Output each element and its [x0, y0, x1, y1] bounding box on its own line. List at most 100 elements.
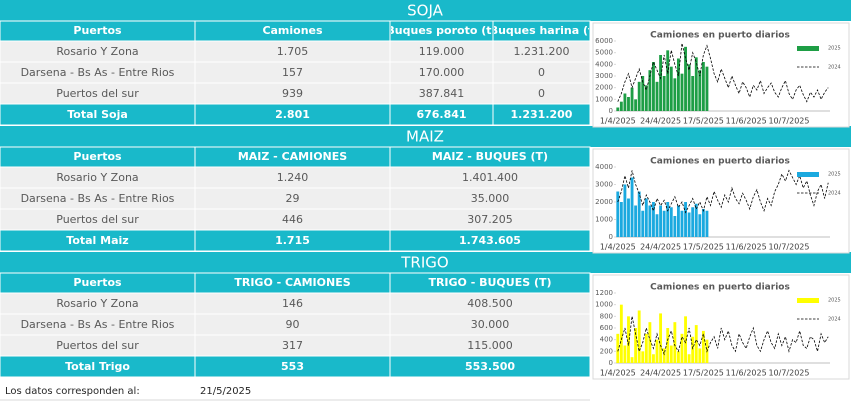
y-tick-label: 0: [609, 359, 613, 367]
section-bar: [0, 252, 851, 273]
y-tick-label: 400: [600, 336, 613, 344]
x-tick-label: 1/4/2025: [600, 369, 636, 378]
y-tick-label: 1000: [595, 301, 613, 309]
cell-text: 146: [282, 297, 303, 310]
bar: [627, 316, 630, 363]
bar: [641, 351, 645, 363]
bar: [634, 99, 638, 111]
footer-label: Los datos corresponden al:: [5, 386, 140, 397]
bar: [694, 325, 698, 363]
bar: [691, 336, 695, 363]
bar: [669, 207, 673, 237]
cell-text: 939: [282, 87, 303, 100]
cell-text: 1.231.200: [514, 45, 570, 58]
bar: [641, 210, 645, 237]
column-header: MAIZ - BUQUES (T): [432, 150, 548, 163]
total-text: 676.841: [416, 108, 466, 121]
bar: [669, 66, 673, 111]
x-tick-label: 11/6/2025: [726, 243, 767, 252]
bar: [623, 93, 627, 111]
bar: [705, 210, 709, 237]
column-header: Buques poroto (t): [386, 24, 496, 37]
bar: [659, 313, 663, 363]
bar: [662, 76, 666, 111]
bar: [648, 70, 652, 111]
total-text: 553: [281, 360, 304, 373]
bar: [687, 212, 691, 237]
bar: [623, 184, 627, 237]
bar: [623, 345, 627, 363]
bar: [627, 97, 630, 111]
y-tick-label: 2000: [595, 84, 613, 92]
bar: [680, 210, 684, 237]
x-tick-label: 10/7/2025: [768, 243, 809, 252]
cell-text: 157: [282, 66, 303, 79]
cell-text: 408.500: [467, 297, 513, 310]
bar: [684, 46, 687, 112]
legend-swatch: [797, 46, 819, 51]
total-text: 2.801: [275, 108, 310, 121]
bar: [684, 202, 687, 237]
bar: [630, 357, 634, 363]
column-header: Buques harina (t: [490, 24, 594, 37]
cell-text: Puertos del sur: [56, 87, 139, 100]
section-bar: [0, 0, 851, 21]
y-tick-label: 0: [609, 107, 613, 115]
bar: [676, 205, 680, 237]
cell-text: 1.401.400: [462, 171, 518, 184]
legend-label: 2024: [828, 317, 841, 323]
total-cell: [389, 355, 591, 378]
x-tick-label: 10/7/2025: [768, 117, 809, 126]
column-header: Puertos: [73, 276, 122, 289]
column-header: Puertos: [73, 150, 122, 163]
y-tick-label: 3000: [595, 72, 613, 80]
bar: [666, 202, 670, 237]
x-tick-label: 17/5/2025: [683, 117, 724, 126]
total-text: 1.715: [275, 234, 310, 247]
bar: [691, 207, 695, 237]
total-cell: [492, 103, 591, 126]
x-tick-label: 1/4/2025: [600, 117, 636, 126]
x-tick-label: 24/4/2025: [640, 369, 681, 378]
column-header: Camiones: [262, 24, 323, 37]
bar: [680, 73, 684, 111]
bar: [616, 107, 620, 111]
column-header: Puertos: [73, 24, 122, 37]
x-tick-label: 1/4/2025: [600, 243, 636, 252]
bar: [662, 348, 666, 363]
bar: [694, 203, 698, 237]
cell-text: 307.205: [467, 213, 513, 226]
y-tick-label: 4000: [595, 163, 613, 171]
cell-text: 446: [282, 213, 303, 226]
bar: [659, 205, 663, 237]
legend-swatch: [797, 298, 819, 303]
legend-label: 2025: [828, 172, 841, 178]
cell-text: 387.841: [419, 87, 465, 100]
bar: [691, 76, 695, 111]
cell-text: 0: [538, 66, 545, 79]
bar: [698, 214, 702, 237]
bar: [659, 55, 663, 111]
cell-text: Darsena - Bs As - Entre Rios: [21, 192, 175, 205]
bar: [694, 57, 698, 111]
bar: [684, 316, 687, 363]
y-tick-label: 1200: [595, 289, 613, 297]
bar: [655, 81, 659, 111]
chart-title: Camiones en puerto diarios: [650, 283, 790, 293]
x-tick-label: 11/6/2025: [726, 369, 767, 378]
total-text: 1.231.200: [511, 108, 573, 121]
bar: [630, 87, 634, 111]
cell-text: Darsena - Bs As - Entre Rios: [21, 318, 175, 331]
cell-text: Rosario Y Zona: [56, 45, 138, 58]
bar: [652, 62, 655, 111]
y-tick-label: 2000: [595, 198, 613, 206]
cell-text: Rosario Y Zona: [56, 297, 138, 310]
legend-label: 2024: [828, 191, 841, 197]
bar: [673, 216, 677, 237]
y-tick-label: 6000: [595, 37, 613, 45]
bar: [701, 62, 705, 111]
x-tick-label: 24/4/2025: [640, 117, 681, 126]
x-tick-label: 24/4/2025: [640, 243, 681, 252]
bar: [673, 322, 677, 363]
